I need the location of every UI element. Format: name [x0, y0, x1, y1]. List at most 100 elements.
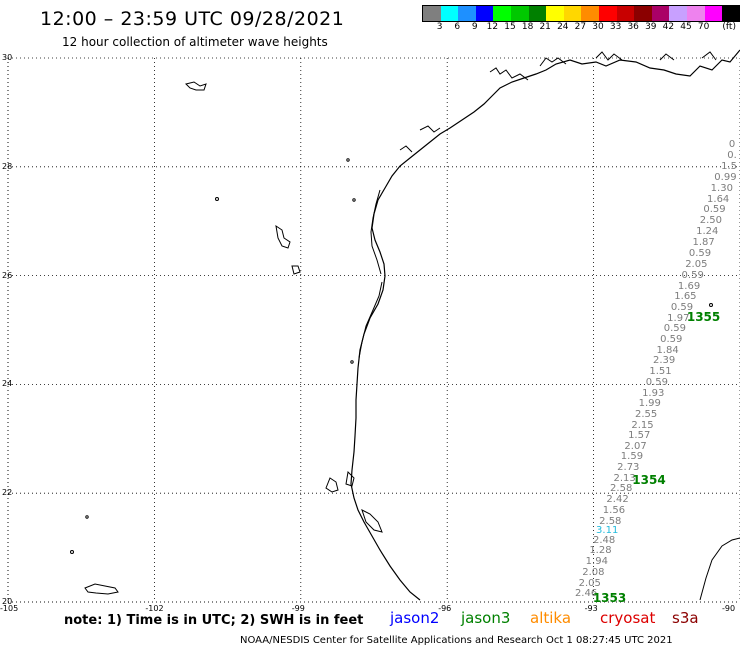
- satellite-name-s3a: s3a: [672, 609, 699, 627]
- wave-height-value: 1.64: [707, 193, 730, 205]
- wave-height-value: 1.94: [585, 556, 608, 568]
- legend-label: 12: [486, 22, 499, 32]
- legend-swatch: [686, 6, 705, 21]
- wave-height-value: 1.93: [642, 387, 665, 399]
- wave-height-value: 0.59: [670, 301, 694, 313]
- legend-swatch: [598, 6, 617, 21]
- barrier-island: [358, 189, 383, 359]
- legend-swatch: [581, 6, 599, 21]
- wave-height-value: 1.99: [638, 398, 661, 410]
- wave-height-value: 0.99: [714, 171, 737, 183]
- wave-height-value: 1.51: [649, 365, 672, 377]
- map-title: 12:00 – 23:59 UTC 09/28/2021: [40, 8, 345, 30]
- wave-height-value: 1.24: [696, 226, 719, 238]
- wave-height-value: 0.59: [688, 247, 712, 259]
- wave-height-value: 2.73: [617, 462, 640, 474]
- wave-height-value: 0.59: [703, 204, 726, 216]
- pass-number-label: 1353: [592, 591, 627, 606]
- wave-height-value: 1.59: [620, 451, 644, 463]
- wave-height-value: 2.15: [631, 419, 654, 431]
- wave-height-value: 0: [728, 139, 736, 151]
- wave-height-value: 2.55: [634, 408, 658, 420]
- pass-number-label: 1355: [686, 310, 721, 325]
- legend-label: 42: [662, 22, 675, 32]
- wave-height-value: 1.97: [667, 312, 690, 324]
- longitude-label: -102: [145, 604, 164, 613]
- longitude-label: -99: [291, 604, 305, 613]
- wave-height-value: 2.46: [574, 588, 598, 600]
- wave-height-value: 2.42: [606, 494, 629, 506]
- latitude-label: 24: [2, 379, 13, 389]
- legend-label: 24: [557, 22, 569, 32]
- wave-height-value: 1.28: [589, 545, 612, 557]
- legend-swatch: [669, 6, 687, 21]
- legend-label: 18: [521, 22, 534, 32]
- legend-label: 70: [697, 22, 710, 32]
- satellite-name-cryosat: cryosat: [600, 609, 656, 627]
- wave-height-value: 0.: [727, 150, 737, 161]
- wave-height-value: 0.59: [663, 323, 686, 334]
- wave-height-value: 2.05: [685, 258, 708, 270]
- wave-height-value: 2.39: [652, 355, 676, 367]
- wave-height-value: 1.69: [677, 280, 701, 292]
- wave-height-value: 0.59: [645, 376, 668, 388]
- satellite-name-jason2: jason2: [390, 609, 440, 627]
- legend-label: 3: [436, 22, 443, 32]
- legend-label: 36: [627, 22, 639, 32]
- wave-height-value: 1.84: [656, 344, 679, 356]
- wave-height-value: 2.08: [582, 566, 605, 578]
- wave-height-value: 2.05: [578, 577, 601, 589]
- legend-label: (ft): [722, 22, 736, 32]
- footer-credit: NOAA/NESDIS Center for Satellite Applica…: [240, 635, 673, 646]
- legend-label: 21: [539, 22, 551, 32]
- longitude-label: -93: [584, 604, 598, 613]
- legend-label: 33: [609, 22, 622, 32]
- legend-label: 9: [471, 22, 478, 32]
- legend-swatch: [563, 6, 582, 21]
- legend-swatch: [423, 6, 441, 21]
- legend-label: 15: [504, 22, 516, 32]
- legend-swatch: [651, 6, 670, 21]
- legend-label: 30: [592, 22, 604, 32]
- wave-height-value: 0.59: [660, 333, 683, 345]
- legend-swatch: [634, 6, 652, 21]
- yucatan-coast: [699, 537, 740, 601]
- wave-height-value: 1.57: [628, 429, 651, 441]
- satellite-name-jason3: jason3: [461, 609, 511, 627]
- wave-height-value: 1.30: [710, 182, 733, 194]
- latitude-label: 26: [2, 270, 13, 280]
- wave-height-value: 1.56: [602, 505, 626, 517]
- wave-height-value: 2.07: [624, 440, 647, 452]
- longitude-label: -105: [0, 604, 19, 613]
- legend-swatch: [528, 6, 547, 21]
- wave-height-value: 0.59: [681, 269, 704, 281]
- satellite-name-altika: altika: [530, 609, 572, 627]
- legend-swatch: [458, 6, 476, 21]
- wave-height-value: 1.87: [692, 237, 715, 249]
- wave-height-value: 3.11: [596, 525, 619, 537]
- wave-height-value: 2.58: [599, 516, 622, 528]
- longitude-label: -90: [722, 604, 736, 613]
- footer-note: note: 1) Time is in UTC; 2) SWH is in fe…: [64, 613, 364, 628]
- legend-swatch: [704, 6, 723, 21]
- legend-label: 39: [645, 22, 657, 32]
- legend-swatch: [493, 6, 511, 21]
- legend-swatch: [616, 6, 635, 21]
- legend-swatch: [722, 6, 740, 21]
- wave-height-value: 2.48: [592, 534, 616, 546]
- legend-swatch: [510, 6, 529, 21]
- longitude-label: -96: [438, 604, 452, 613]
- wave-height-value: 2.50: [699, 215, 723, 227]
- wave-height-value: 1.5: [721, 160, 738, 172]
- islands: [70, 81, 713, 595]
- lat-lon-grid: [7, 57, 740, 603]
- latitude-label: 20: [2, 597, 13, 606]
- legend-swatch: [475, 6, 494, 21]
- latitude-label: 30: [2, 53, 13, 62]
- coastline: [350, 49, 740, 601]
- louisiana-coast-detail: [399, 51, 717, 153]
- wave-height-color-legend: [422, 5, 740, 22]
- latitude-label: 28: [2, 161, 13, 171]
